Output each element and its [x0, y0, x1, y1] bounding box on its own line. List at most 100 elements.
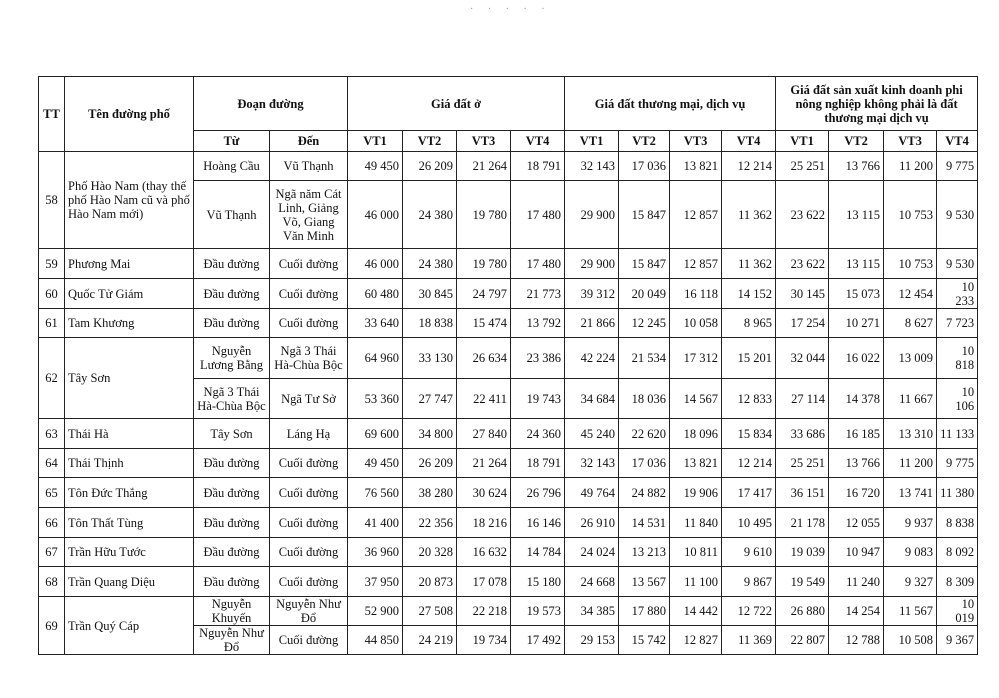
price-cell: 10 947 — [828, 537, 885, 567]
price-cell: 19 780 — [456, 180, 511, 249]
row-number: 68 — [38, 566, 65, 597]
segment-from: Đầu đường — [193, 537, 270, 567]
price-cell: 11 200 — [883, 448, 938, 478]
price-cell: 53 360 — [347, 378, 403, 419]
row-number: 65 — [38, 477, 65, 508]
price-cell: 32 143 — [564, 151, 620, 181]
price-cell: 10 271 — [828, 308, 885, 338]
price-cell: 37 950 — [347, 566, 403, 597]
price-cell: 11 240 — [828, 566, 885, 597]
segment-from: Tây Sơn — [193, 418, 270, 449]
price-cell: 21 534 — [618, 337, 671, 379]
price-cell: 21 264 — [456, 151, 511, 181]
price-cell: 9 937 — [883, 507, 938, 538]
price-cell: 34 385 — [564, 596, 620, 626]
price-cell: 19 906 — [669, 477, 723, 508]
header-segment: Đoạn đường — [193, 76, 348, 131]
price-cell: 21 178 — [775, 507, 830, 538]
table-row: 61 Tam Khương Đầu đường Cuối đường 33 640 18 … — [38, 308, 979, 338]
price-cell: 10 508 — [883, 625, 938, 655]
price-cell: 24 380 — [402, 180, 457, 249]
table-row: Ngã 3 Thái Hà-Chùa Bộc Ngã Tư Sở 53 360 27 … — [39, 378, 979, 419]
price-cell: 26 209 — [402, 151, 457, 181]
price-cell: 9 610 — [721, 537, 777, 567]
segment-from: Vũ Thạnh — [193, 180, 270, 249]
price-cell: 24 024 — [564, 537, 620, 567]
segment-to: Cuối đường — [269, 477, 348, 508]
price-cell: 38 280 — [402, 477, 457, 508]
price-cell: 11 840 — [669, 507, 723, 538]
segment-from: Nguyễn Như Đổ — [193, 625, 270, 655]
price-cell: 18 838 — [402, 308, 457, 338]
header-position-vt1: VT1 — [564, 130, 620, 152]
price-cell: 14 152 — [721, 278, 777, 309]
price-cell: 23 622 — [775, 180, 830, 249]
price-cell: 8 627 — [883, 308, 938, 338]
price-cell: 13 115 — [828, 248, 885, 279]
land-price-table: TT Tên đường phố Đoạn đường Giá đất ở Gi… — [38, 76, 979, 655]
table-row: 64 Thái Thịnh Đầu đường Cuối đường 49 450 26 … — [38, 448, 979, 478]
street-name: Tôn Thất Tùng — [64, 507, 194, 538]
price-cell: 21 866 — [564, 308, 620, 338]
price-cell: 8 965 — [721, 308, 777, 338]
table-row: Nguyễn Như Đổ Cuối đường 44 850 24 219 19 73… — [39, 625, 979, 655]
price-cell: 13 567 — [618, 566, 671, 597]
price-cell: 27 840 — [456, 418, 511, 449]
table-row: 66 Tôn Thất Tùng Đầu đường Cuối đường 41 400… — [38, 507, 979, 538]
price-cell: 8 092 — [936, 537, 979, 567]
price-cell: 9 530 — [936, 180, 979, 249]
price-cell: 12 857 — [669, 248, 723, 279]
price-cell: 26 634 — [456, 337, 511, 379]
price-cell: 17 480 — [509, 180, 566, 249]
header-position-vt4: VT4 — [509, 130, 566, 152]
price-cell: 12 245 — [618, 308, 671, 338]
price-cell: 11 362 — [721, 248, 777, 279]
table-row: 69 Trần Quý Cáp Nguyễn Khuyến Nguyễn Như Đổ… — [38, 596, 979, 655]
price-cell: 20 049 — [618, 278, 671, 309]
price-cell: 33 640 — [347, 308, 403, 338]
price-cell: 14 442 — [669, 596, 723, 626]
segment-to: Cuối đường — [269, 625, 348, 655]
street-name: Thái Thịnh — [64, 448, 194, 478]
price-cell: 17 880 — [618, 596, 671, 626]
row-number: 62 — [38, 337, 65, 419]
price-cell: 21 773 — [509, 278, 566, 309]
street-name: Phương Mai — [64, 248, 194, 279]
price-cell: 10 019 — [936, 596, 979, 626]
header-position-vt2: VT2 — [618, 130, 671, 152]
header-position-vt3: VT3 — [669, 130, 723, 152]
price-cell: 16 022 — [828, 337, 885, 379]
price-cell: 22 620 — [618, 418, 671, 449]
price-cell: 9 530 — [936, 248, 979, 279]
price-cell: 17 036 — [618, 151, 671, 181]
price-cell: 21 264 — [456, 448, 511, 478]
header-position-vt1: VT1 — [775, 130, 830, 152]
header-to: Đến — [269, 130, 348, 152]
street-name: Trần Quý Cáp — [64, 596, 194, 655]
price-cell: 30 624 — [456, 477, 511, 508]
header-position-vt4: VT4 — [721, 130, 777, 152]
header-tt: TT — [38, 76, 65, 152]
price-cell: 29 900 — [564, 248, 620, 279]
price-cell: 16 632 — [456, 537, 511, 567]
scan-noise: · · · · · — [470, 4, 551, 15]
price-cell: 17 036 — [618, 448, 671, 478]
price-cell: 42 224 — [564, 337, 620, 379]
table-row: Vũ Thạnh Ngã năm Cát Linh, Giảng Võ, Gian… — [39, 180, 979, 249]
row-number: 61 — [38, 308, 65, 338]
price-cell: 13 009 — [883, 337, 938, 379]
row-number: 60 — [38, 278, 65, 309]
price-cell: 22 411 — [456, 378, 511, 419]
price-cell: 11 100 — [669, 566, 723, 597]
price-cell: 10 818 — [936, 337, 979, 379]
segment-to: Cuối đường — [269, 308, 348, 338]
price-cell: 17 480 — [509, 248, 566, 279]
price-cell: 24 219 — [402, 625, 457, 655]
price-cell: 15 847 — [618, 180, 671, 249]
row-number: 67 — [38, 537, 65, 567]
price-cell: 24 360 — [509, 418, 566, 449]
price-cell: 8 309 — [936, 566, 979, 597]
price-cell: 12 454 — [883, 278, 938, 309]
row-number: 59 — [38, 248, 65, 279]
price-cell: 12 214 — [721, 151, 777, 181]
